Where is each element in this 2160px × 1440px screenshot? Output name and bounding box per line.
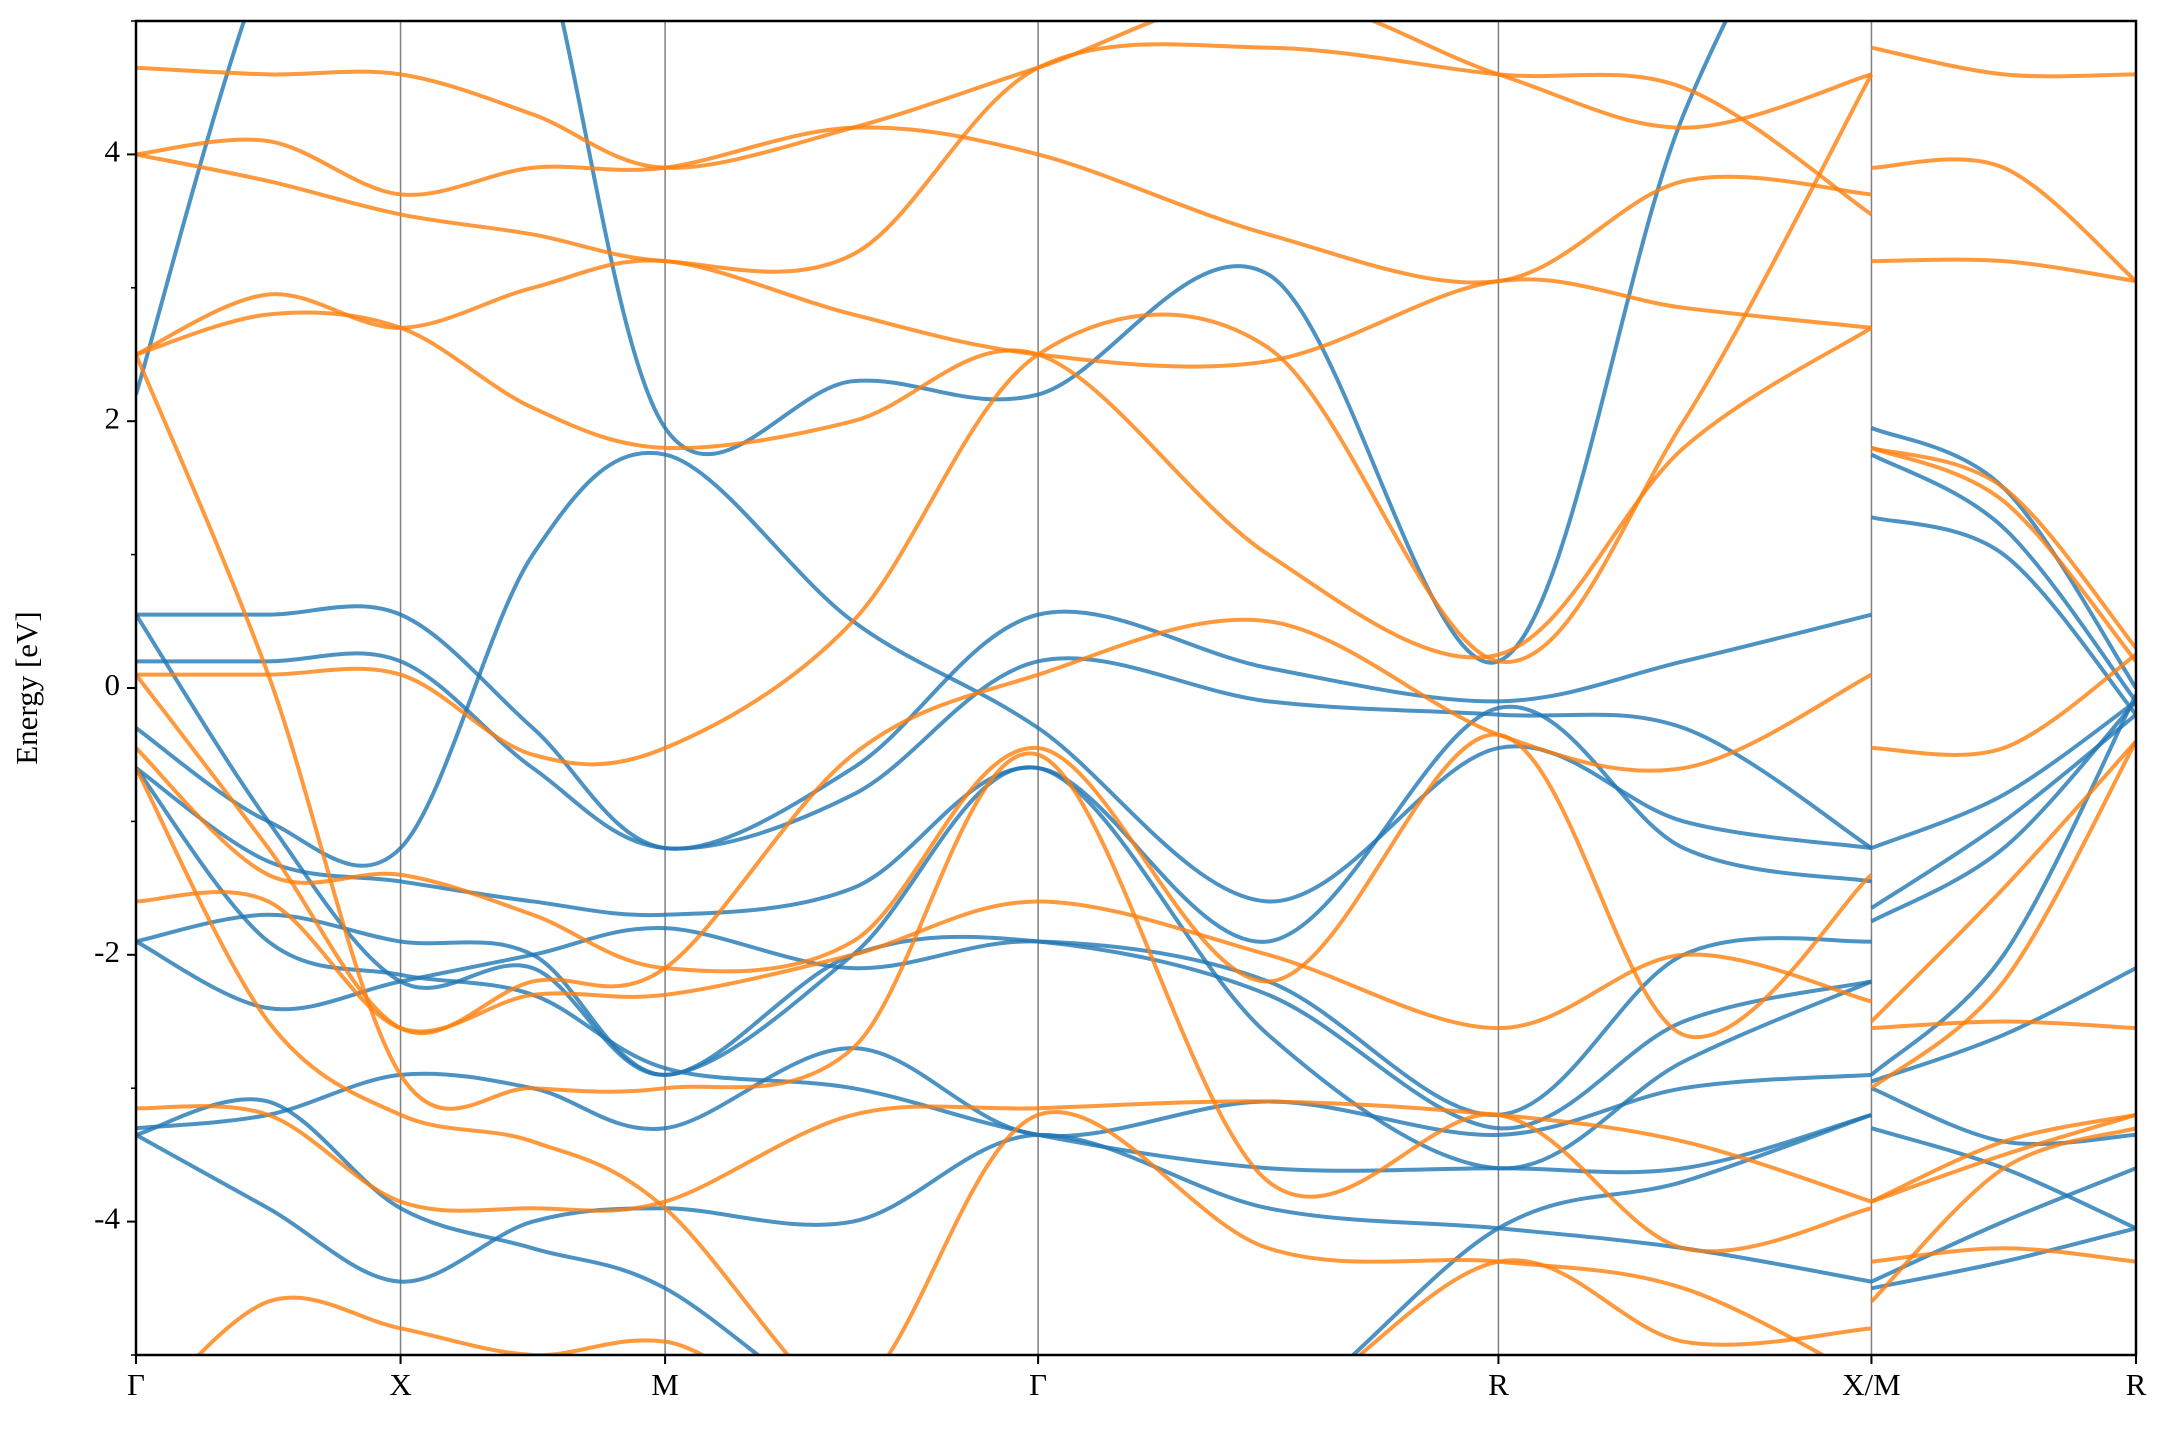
y-tick-label: -4: [94, 1201, 120, 1236]
band-line: [136, 926, 2136, 1291]
band-line: [136, 740, 2136, 1090]
band-line: [136, 73, 2136, 767]
y-tick-label: -2: [94, 934, 120, 969]
band-line: [136, 617, 2136, 1036]
band-line: [136, 258, 2136, 650]
x-tick-label: Γ: [127, 1367, 145, 1402]
band-line: [196, 1110, 2136, 1355]
band-line: [136, 766, 2136, 1175]
band-line: [136, 310, 2136, 663]
band-line: [136, 353, 2136, 1264]
band-line: [136, 21, 2136, 170]
x-tick-label: M: [651, 1367, 679, 1402]
y-tick-label: 0: [105, 667, 121, 702]
ticks: Γ X M Γ R X/M R -4 -2 0 2 4: [94, 20, 2147, 1402]
band-line: [136, 700, 2136, 1131]
band-line: [136, 1099, 2136, 1213]
x-tick-label: R: [2126, 1367, 2147, 1402]
y-axis-label: Energy [eV]: [9, 611, 44, 765]
band-line: [136, 732, 2136, 1040]
band-line: [136, 613, 2136, 1171]
x-tick-label: Γ: [1029, 1367, 1047, 1402]
band-line: [136, 125, 2136, 285]
y-tick-label: 4: [105, 134, 121, 169]
x-tick-label: X/M: [1842, 1367, 1901, 1402]
x-tick-label: X: [389, 1367, 411, 1402]
band-line: [136, 42, 2136, 284]
band-line: [136, 452, 2136, 851]
bands: [136, 21, 2136, 1355]
x-tick-label: R: [1488, 1367, 1509, 1402]
band-line: [136, 767, 2136, 1355]
y-tick-label: 2: [105, 400, 121, 435]
